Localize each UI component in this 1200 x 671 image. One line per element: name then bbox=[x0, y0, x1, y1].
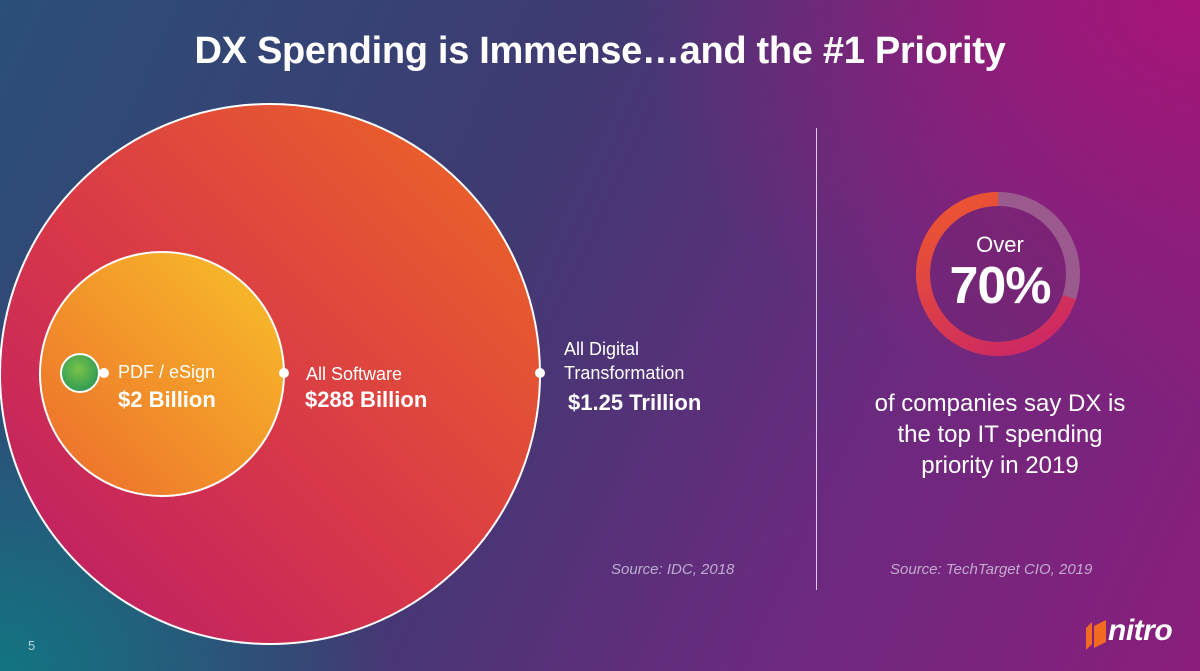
digital-transformation-label-line2: Transformation bbox=[564, 363, 685, 383]
stat-caption: of companies say DX is the top IT spendi… bbox=[840, 388, 1160, 481]
stat-source: Source: TechTarget CIO, 2019 bbox=[890, 561, 1093, 578]
inner-circle-pdf-esign bbox=[60, 353, 100, 393]
digital-transformation-marker-dot bbox=[535, 368, 545, 378]
page-number: 5 bbox=[28, 638, 36, 653]
digital-transformation-value: $1.25 Trillion bbox=[568, 390, 702, 415]
stat-caption-line: priority in 2019 bbox=[921, 452, 1079, 479]
stat-prefix: Over bbox=[976, 232, 1024, 257]
stat-value: 70% bbox=[949, 257, 1051, 315]
pdf-esign-marker-dot bbox=[99, 368, 109, 378]
all-software-value: $288 Billion bbox=[305, 387, 428, 412]
pdf-esign-value: $2 Billion bbox=[118, 387, 216, 412]
nitro-logo-text: nitro bbox=[1108, 614, 1173, 647]
digital-transformation-label-line1: All Digital bbox=[564, 339, 640, 359]
stat-caption-line: of companies say DX is bbox=[874, 390, 1126, 417]
pdf-esign-label: PDF / eSign bbox=[118, 362, 216, 382]
all-software-marker-dot bbox=[279, 368, 289, 378]
section-divider bbox=[816, 128, 817, 590]
stat-caption-line: the top IT spending bbox=[897, 421, 1103, 448]
page-title: DX Spending is Immense…and the #1 Priori… bbox=[194, 30, 1006, 72]
nitro-logo-icon bbox=[1086, 620, 1106, 650]
all-software-label: All Software bbox=[306, 364, 403, 384]
diagram-source: Source: IDC, 2018 bbox=[611, 561, 735, 578]
stat-ring-arc bbox=[916, 192, 1080, 356]
